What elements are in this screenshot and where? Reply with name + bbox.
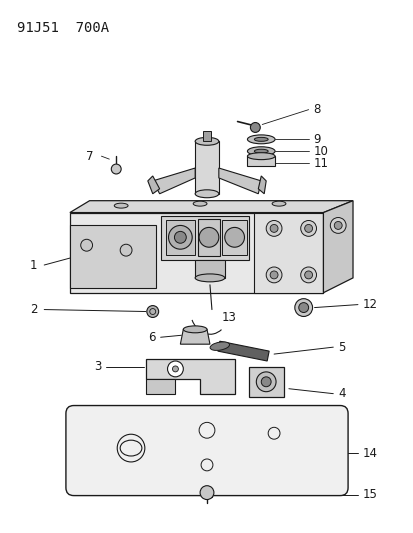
- Ellipse shape: [247, 152, 274, 159]
- Text: 3: 3: [94, 360, 101, 374]
- Polygon shape: [70, 213, 323, 293]
- Text: 6: 6: [148, 331, 155, 344]
- Polygon shape: [152, 168, 195, 194]
- Ellipse shape: [193, 201, 206, 206]
- Circle shape: [199, 486, 214, 499]
- Polygon shape: [198, 219, 219, 256]
- Circle shape: [167, 361, 183, 377]
- Circle shape: [330, 217, 345, 233]
- Polygon shape: [221, 221, 247, 255]
- Polygon shape: [254, 213, 323, 293]
- Circle shape: [294, 298, 312, 317]
- Polygon shape: [147, 176, 159, 194]
- Text: 15: 15: [362, 488, 377, 501]
- Polygon shape: [145, 379, 175, 394]
- Circle shape: [270, 271, 278, 279]
- Circle shape: [199, 228, 218, 247]
- Ellipse shape: [195, 274, 224, 282]
- Text: 9: 9: [313, 133, 320, 146]
- Circle shape: [333, 222, 341, 229]
- Circle shape: [172, 366, 178, 372]
- Ellipse shape: [195, 138, 218, 146]
- Circle shape: [250, 123, 260, 132]
- Text: 12: 12: [362, 298, 377, 311]
- Circle shape: [147, 305, 158, 318]
- Polygon shape: [202, 132, 211, 141]
- Text: 11: 11: [313, 157, 328, 169]
- Text: 2: 2: [30, 303, 37, 316]
- Polygon shape: [145, 359, 234, 394]
- Circle shape: [168, 225, 192, 249]
- Text: 91J51  700A: 91J51 700A: [17, 21, 109, 35]
- Circle shape: [266, 221, 281, 236]
- Ellipse shape: [254, 149, 268, 153]
- Text: 14: 14: [362, 447, 377, 459]
- Ellipse shape: [114, 203, 128, 208]
- Polygon shape: [70, 225, 155, 288]
- Circle shape: [300, 221, 316, 236]
- Ellipse shape: [254, 138, 268, 141]
- Circle shape: [120, 244, 132, 256]
- Polygon shape: [247, 156, 274, 166]
- FancyBboxPatch shape: [66, 406, 347, 496]
- Polygon shape: [258, 176, 266, 194]
- Circle shape: [266, 267, 281, 283]
- Polygon shape: [165, 221, 195, 255]
- Circle shape: [298, 303, 308, 312]
- Ellipse shape: [247, 135, 274, 144]
- Circle shape: [300, 267, 316, 283]
- Polygon shape: [217, 341, 268, 361]
- Circle shape: [174, 231, 186, 243]
- Text: 10: 10: [313, 145, 328, 158]
- Polygon shape: [180, 329, 209, 344]
- Polygon shape: [195, 260, 224, 278]
- Text: 7: 7: [85, 150, 93, 163]
- Ellipse shape: [183, 326, 206, 333]
- Circle shape: [261, 377, 271, 387]
- Ellipse shape: [195, 190, 218, 198]
- Circle shape: [304, 224, 312, 232]
- Polygon shape: [218, 168, 261, 194]
- Polygon shape: [202, 489, 211, 497]
- Text: 13: 13: [221, 311, 236, 324]
- Polygon shape: [70, 201, 352, 213]
- Ellipse shape: [271, 201, 285, 206]
- Ellipse shape: [209, 342, 229, 350]
- Polygon shape: [323, 201, 352, 293]
- Polygon shape: [249, 367, 283, 397]
- Circle shape: [304, 271, 312, 279]
- Text: 5: 5: [337, 341, 345, 354]
- Circle shape: [224, 228, 244, 247]
- Text: 1: 1: [30, 259, 37, 271]
- Circle shape: [111, 164, 121, 174]
- Text: 8: 8: [313, 103, 320, 116]
- Polygon shape: [160, 215, 249, 260]
- Circle shape: [270, 224, 278, 232]
- Circle shape: [256, 372, 275, 392]
- Polygon shape: [195, 141, 218, 194]
- Ellipse shape: [247, 147, 274, 156]
- Circle shape: [81, 239, 93, 251]
- Text: 4: 4: [337, 387, 345, 400]
